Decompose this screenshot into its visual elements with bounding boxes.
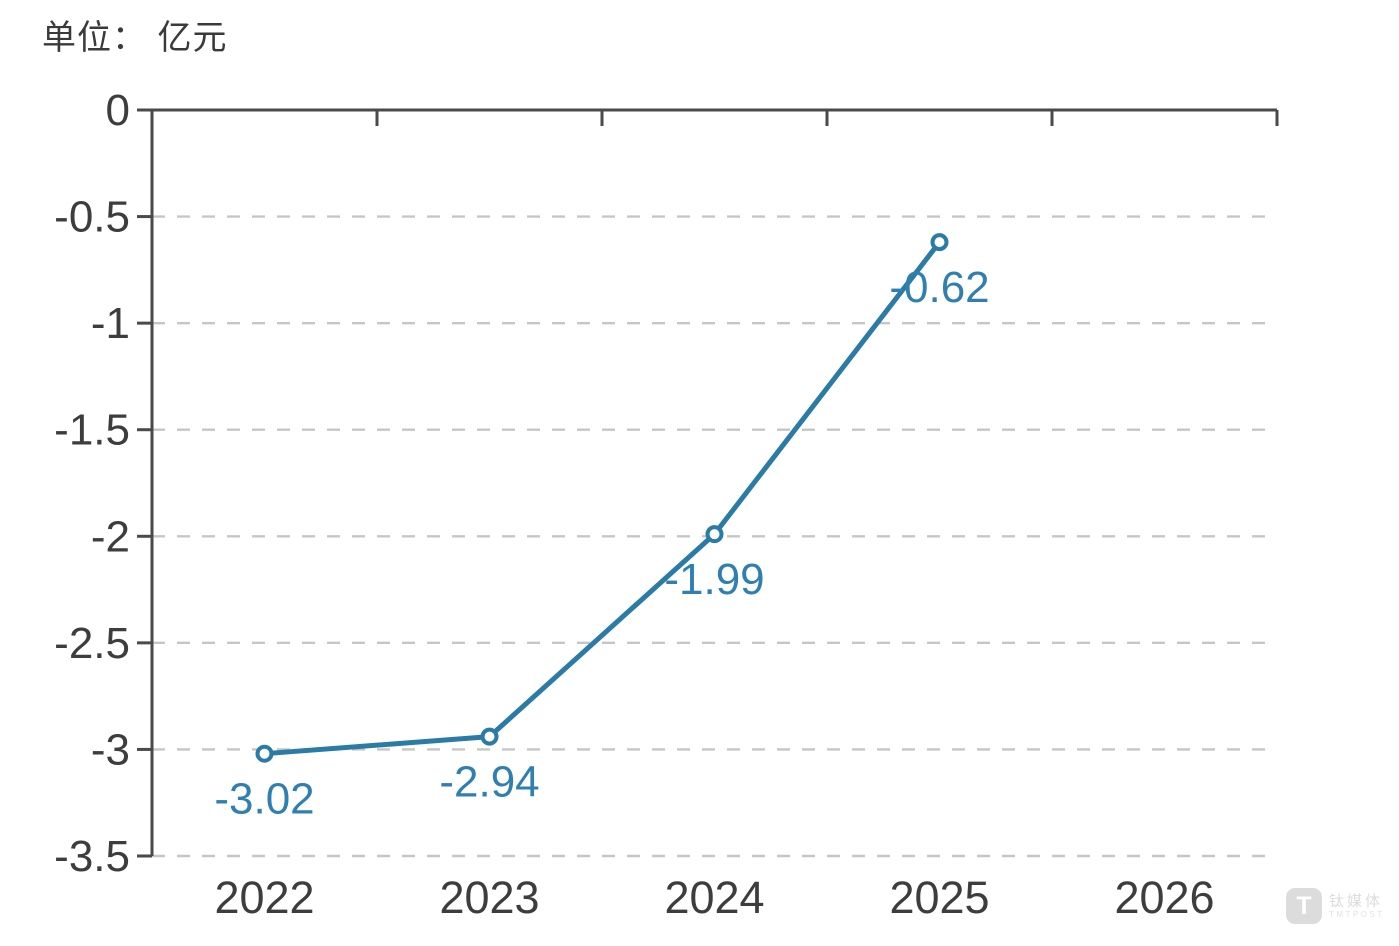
data-point-marker bbox=[255, 744, 274, 763]
watermark-name-cn: 钛媒体 bbox=[1329, 892, 1384, 910]
series-line bbox=[262, 239, 942, 757]
y-tick-label: -2 bbox=[91, 512, 130, 561]
watermark-logo-letter: T bbox=[1296, 891, 1312, 920]
y-tick-label: 0 bbox=[106, 86, 130, 135]
data-point-marker bbox=[705, 525, 724, 544]
y-tick-label: -3 bbox=[91, 725, 130, 774]
data-point-label: -2.94 bbox=[439, 758, 539, 807]
data-point-label: -3.02 bbox=[214, 775, 314, 824]
x-tick-label: 2022 bbox=[214, 872, 314, 923]
watermark-name-en: TMTPOST bbox=[1329, 909, 1385, 919]
x-tick-label: 2026 bbox=[1114, 872, 1214, 923]
data-point-marker bbox=[930, 233, 949, 252]
y-tick-label: -3.5 bbox=[54, 832, 130, 881]
y-tick-label: -0.5 bbox=[54, 193, 130, 242]
x-tick-label: 2023 bbox=[439, 872, 539, 923]
data-point-label: -0.62 bbox=[889, 263, 989, 312]
unit-label: 单位： 亿元 bbox=[42, 19, 228, 57]
data-point-label: -1.99 bbox=[664, 555, 764, 604]
x-tick-label: 2024 bbox=[664, 872, 764, 923]
y-tick-label: -1 bbox=[91, 299, 130, 348]
tmtpost-logo-icon: T bbox=[1286, 888, 1322, 924]
y-tick-label: -1.5 bbox=[54, 406, 130, 455]
watermark-text: 钛媒体 TMTPOST bbox=[1329, 893, 1385, 920]
watermark: T 钛媒体 TMTPOST bbox=[1286, 888, 1385, 924]
x-tick-label: 2025 bbox=[889, 872, 989, 923]
data-point-marker bbox=[480, 727, 499, 746]
y-tick-label: -2.5 bbox=[54, 619, 130, 668]
